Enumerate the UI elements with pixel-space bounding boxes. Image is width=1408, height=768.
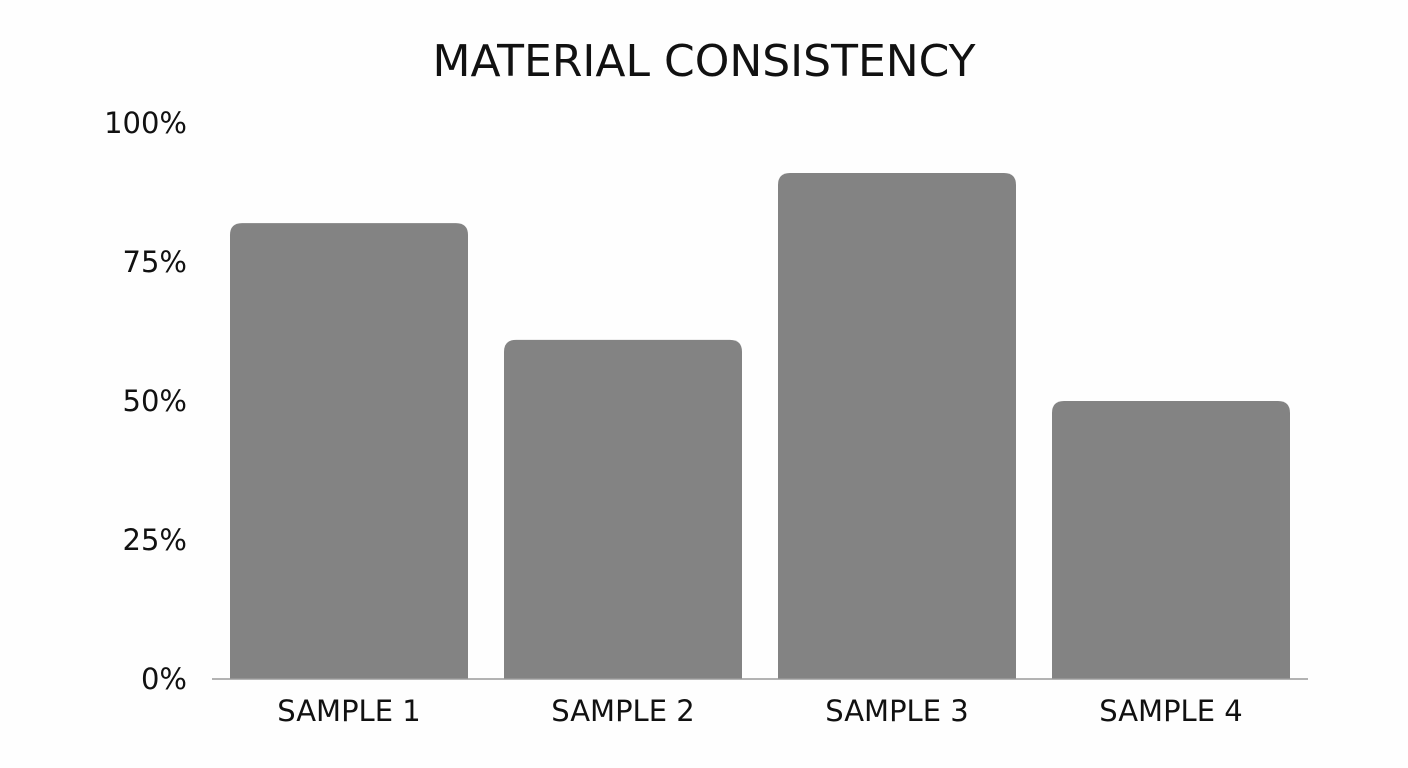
y-tick-label: 0% (141, 662, 187, 696)
bar-sample-4 (1052, 401, 1290, 679)
y-axis-ticks: 0% 25% 50% 75% 100% (104, 106, 187, 696)
x-category-label: SAMPLE 1 (277, 694, 420, 728)
x-axis-labels: SAMPLE 1 SAMPLE 2 SAMPLE 3 SAMPLE 4 (277, 694, 1242, 728)
y-tick-label: 25% (123, 523, 187, 557)
x-category-label: SAMPLE 4 (1099, 694, 1242, 728)
bar-sample-1 (230, 223, 468, 679)
bars-group (230, 173, 1290, 680)
y-tick-label: 100% (104, 106, 187, 140)
bar-sample-2 (504, 339, 742, 679)
chart-title: MATERIAL CONSISTENCY (433, 36, 976, 87)
y-tick-label: 75% (123, 245, 187, 279)
bar-sample-3 (778, 173, 1016, 680)
y-tick-label: 50% (123, 384, 187, 418)
x-category-label: SAMPLE 2 (551, 694, 694, 728)
x-category-label: SAMPLE 3 (825, 694, 968, 728)
